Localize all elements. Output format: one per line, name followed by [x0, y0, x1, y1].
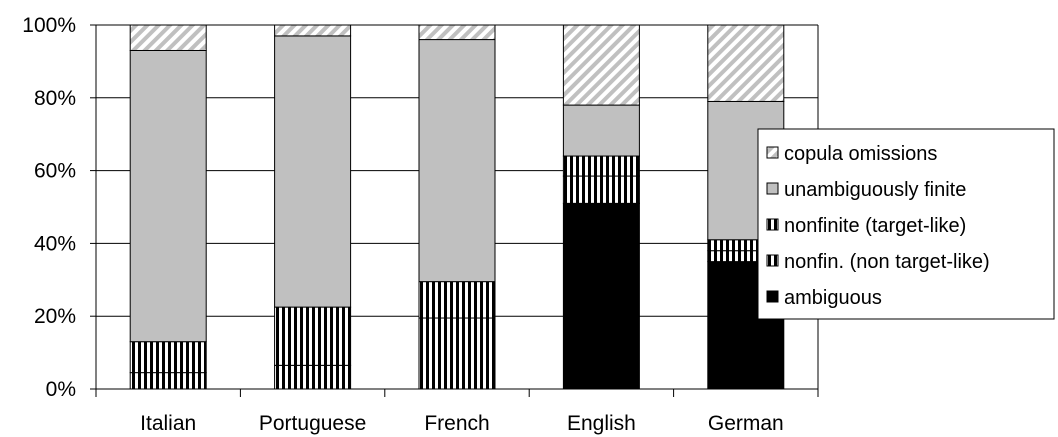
x-axis-ticks: Italian Portuguese French English German	[95, 389, 819, 435]
bar-segment	[562, 155, 640, 177]
bar-segment	[418, 281, 496, 319]
legend: copula omissions unambiguously finite nonf…	[757, 128, 1055, 320]
y-tick-label: 60%	[34, 160, 76, 183]
legend-label: nonfin. (non target-like)	[784, 251, 990, 273]
legend-swatch	[766, 182, 779, 195]
bar-segment	[274, 24, 352, 37]
y-tick-label: 20%	[34, 305, 76, 328]
legend-label: copula omissions	[784, 143, 937, 165]
bar-segment	[274, 364, 352, 390]
y-tick-label: 100%	[22, 14, 76, 37]
legend-box	[757, 128, 1055, 320]
bars	[129, 24, 785, 390]
bar-segment	[274, 306, 352, 366]
y-tick-label: 40%	[34, 232, 76, 255]
bar-segment	[129, 24, 207, 51]
bar-segment	[562, 175, 640, 204]
bar-segment	[418, 317, 496, 390]
y-axis-ticks: 0% 20% 40% 60% 80% 100%	[22, 14, 96, 401]
x-tick-label: German	[708, 412, 784, 435]
bar-segment	[707, 24, 785, 102]
bar-segment	[129, 49, 207, 343]
legend-swatch	[766, 218, 779, 231]
y-tick-label: 80%	[34, 87, 76, 110]
bar-segment	[129, 341, 207, 374]
y-tick-label: 0%	[46, 378, 76, 401]
x-tick-label: Portuguese	[259, 412, 366, 435]
bar-segment	[418, 39, 496, 283]
legend-label: nonfinite (target-like)	[784, 215, 966, 237]
x-tick-label: French	[424, 412, 489, 435]
legend-swatch	[766, 146, 779, 159]
bar-segment	[562, 104, 640, 157]
legend-swatch	[766, 290, 779, 303]
legend-swatch	[766, 254, 779, 267]
bar-segment	[274, 35, 352, 308]
bar-segment	[129, 372, 207, 390]
bar-segment	[562, 202, 640, 390]
x-tick-label: Italian	[140, 412, 196, 435]
legend-label: unambiguously finite	[784, 179, 966, 201]
bar-segment	[418, 24, 496, 41]
legend-label: ambiguous	[784, 287, 882, 309]
bar-segment	[562, 24, 640, 106]
x-tick-label: English	[567, 412, 636, 435]
